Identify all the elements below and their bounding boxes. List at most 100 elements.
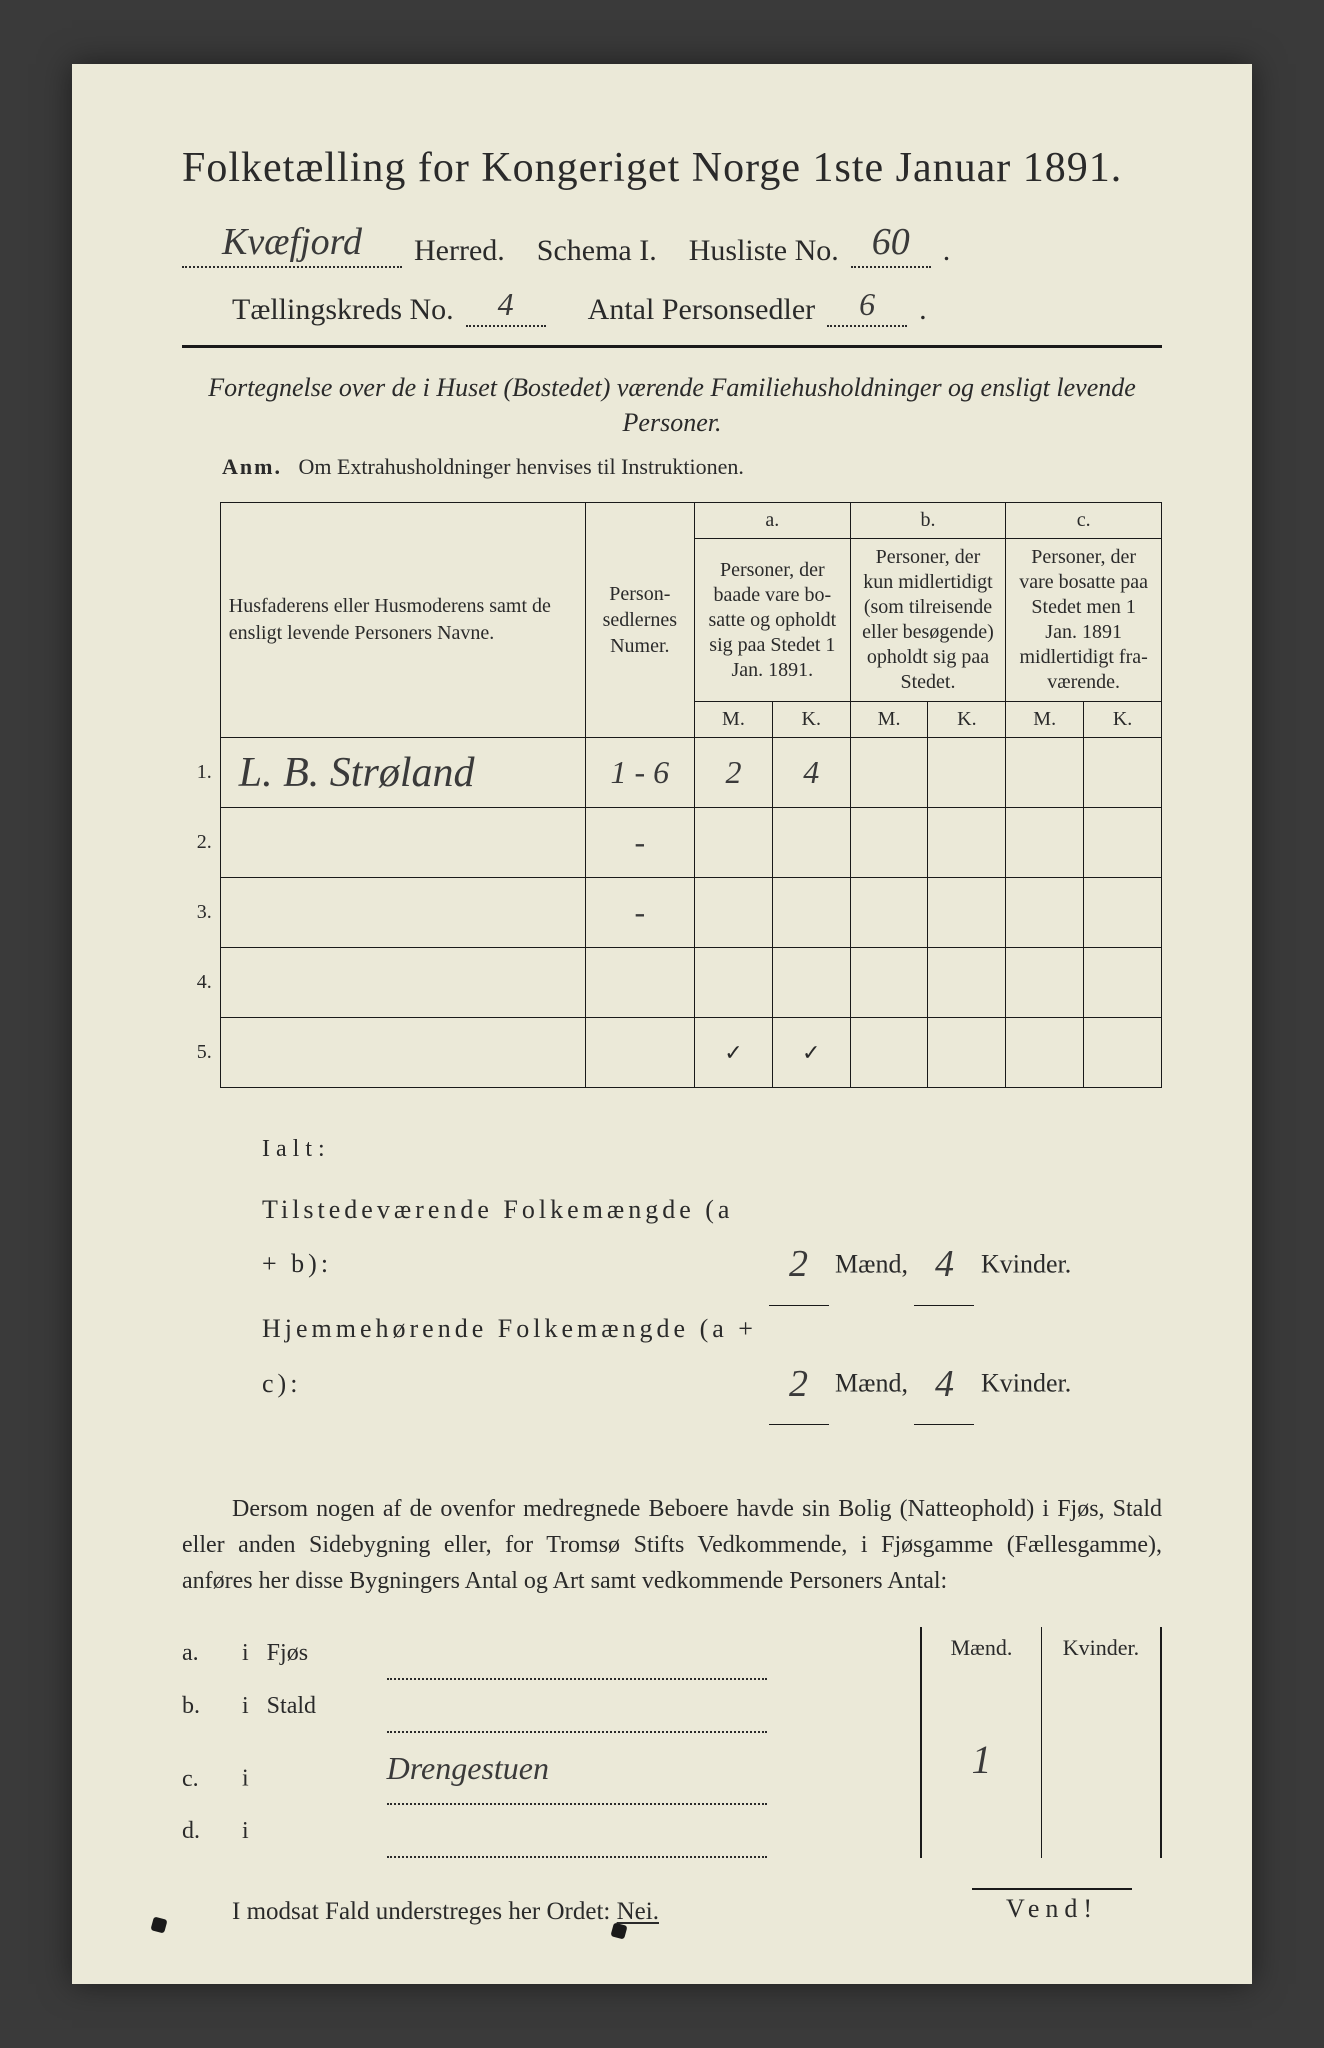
residence-row: a.i Fjøs: [182, 1627, 920, 1680]
row-name-hand: L. B. Strøland: [239, 750, 475, 796]
row-name-cell: [220, 878, 585, 948]
household-table: Husfaderens eller Husmode­rens samt de e…: [182, 502, 1162, 1088]
c-m-head: M.: [1006, 702, 1084, 738]
kvinder-label-2: Kvinder.: [981, 1369, 1071, 1398]
row-b-m: [850, 1018, 928, 1088]
row-b-m: [850, 808, 928, 878]
anm-text: Om Extrahusholdninger henvises til Instr…: [298, 454, 743, 479]
col-c-label: c.: [1006, 503, 1162, 539]
residence-mk-table: Mænd. 1 Kvinder.: [920, 1627, 1162, 1858]
a-k-head: K.: [772, 702, 850, 738]
row-c-k: [1084, 878, 1162, 948]
residence-rows: a.i Fjøsb.i Staldc.i Drengestuend.i: [182, 1627, 920, 1858]
col-b-desc: Personer, der kun midler­tidigt (som til…: [850, 539, 1006, 702]
row-numer: [585, 948, 694, 1018]
col-numer-head: Person­sedler­nes Numer.: [585, 503, 694, 738]
row-a-m: [695, 948, 773, 1018]
residence-block: a.i Fjøsb.i Staldc.i Drengestuend.i Mænd…: [182, 1627, 1162, 1858]
census-form-page: Folketælling for Kongeriget Norge 1ste J…: [72, 64, 1252, 1984]
antal-val: 6: [827, 286, 907, 327]
row-a-m: ✓: [695, 1018, 773, 1088]
row-c-m: [1006, 738, 1084, 808]
kvinder-label-1: Kvinder.: [981, 1249, 1071, 1278]
col-names-head: Husfaderens eller Husmode­rens samt de e…: [220, 503, 585, 738]
main-title: Folketælling for Kongeriget Norge 1ste J…: [182, 144, 1162, 192]
row-numer: -: [585, 878, 694, 948]
res-kvinder-col: Kvinder.: [1042, 1627, 1162, 1858]
row-c-m: [1006, 948, 1084, 1018]
totals-r2-m: 2: [769, 1345, 829, 1426]
row-a-k: 4: [772, 738, 850, 808]
names-head-text: Husfaderens eller Husmode­rens samt de e…: [229, 595, 551, 644]
herred-label: Herred.: [414, 234, 505, 268]
residence-row: d.i: [182, 1805, 920, 1858]
row-b-m: [850, 878, 928, 948]
table-row: 5.✓✓: [182, 1018, 1162, 1088]
row-c-k: [1084, 948, 1162, 1018]
nei-pre: I modsat Fald understreges her Ordet:: [232, 1898, 617, 1925]
res-key: c.: [182, 1753, 242, 1806]
row-numer-hand: -: [634, 894, 645, 930]
residence-row: c.i Drengestuen: [182, 1733, 920, 1805]
totals-label-1: Tilstedeværende Folkemængde (a + b):: [262, 1183, 762, 1292]
maend-label-2: Mænd,: [835, 1369, 908, 1398]
table-row: 4.: [182, 948, 1162, 1018]
res-kvinder-head: Kvinder.: [1042, 1627, 1160, 1669]
res-dotted-fill: Drengestuen: [387, 1733, 767, 1805]
row-b-k: [928, 948, 1006, 1018]
row-numer-hand: 1 - 6: [610, 754, 669, 790]
res-type: Stald: [267, 1680, 387, 1733]
row-number: 3.: [182, 878, 220, 948]
row-c-m: [1006, 878, 1084, 948]
row-b-m: [850, 738, 928, 808]
kreds-label: Tællingskreds No.: [232, 293, 454, 327]
row-c-m: [1006, 808, 1084, 878]
b-m-head: M.: [850, 702, 928, 738]
schema-label: Schema I.: [537, 234, 657, 268]
row-number: 5.: [182, 1018, 220, 1088]
row-a-m: [695, 878, 773, 948]
row-c-k: [1084, 738, 1162, 808]
res-maend-col: Mænd. 1: [922, 1627, 1042, 1858]
totals-row-2: Hjemmehørende Folkemængde (a + c): 2 Mæn…: [262, 1302, 1162, 1421]
header-line-2: Kvæfjord Herred. Schema I. Husliste No. …: [182, 220, 1162, 268]
period: .: [943, 234, 951, 268]
row-name-cell: [220, 1018, 585, 1088]
herred-handwritten: Kvæfjord: [182, 220, 402, 268]
totals-r1-k: 4: [914, 1225, 974, 1306]
subtitle: Fortegnelse over de i Huset (Bostedet) v…: [182, 370, 1162, 440]
res-maend-head: Mænd.: [922, 1627, 1041, 1669]
row-a-k: [772, 948, 850, 1018]
res-i: i: [242, 1693, 249, 1719]
residence-row: b.i Stald: [182, 1680, 920, 1733]
table-row: 3. -: [182, 878, 1162, 948]
row-c-k: [1084, 1018, 1162, 1088]
row-c-k: [1084, 808, 1162, 878]
c-k-head: K.: [1084, 702, 1162, 738]
divider-rule: [182, 345, 1162, 348]
table-row: 2.-: [182, 808, 1162, 878]
row-number: 2.: [182, 808, 220, 878]
header-line-3: Tællingskreds No. 4 Antal Personsedler 6…: [232, 286, 1162, 327]
res-key: d.: [182, 1805, 242, 1858]
row-numer: [585, 1018, 694, 1088]
res-kvinder-val: [1042, 1669, 1160, 1849]
row-a-k: [772, 878, 850, 948]
period2: .: [919, 293, 927, 327]
totals-r2-k: 4: [914, 1345, 974, 1426]
res-key: a.: [182, 1627, 242, 1680]
row-b-k: [928, 878, 1006, 948]
col-b-label: b.: [850, 503, 1006, 539]
res-dotted-fill: [387, 1856, 767, 1858]
corner-mark-left: [150, 1916, 167, 1933]
ialt-label: Ialt:: [262, 1124, 1162, 1174]
husliste-no: 60: [851, 220, 931, 268]
row-name-cell: [220, 808, 585, 878]
res-key: b.: [182, 1680, 242, 1733]
res-i: i: [242, 1766, 249, 1792]
row-b-k: [928, 808, 1006, 878]
totals-row-1: Tilstedeværende Folkemængde (a + b): 2 M…: [262, 1183, 1162, 1302]
row-c-m: [1006, 1018, 1084, 1088]
totals-label-2: Hjemmehørende Folkemængde (a + c):: [262, 1302, 762, 1411]
totals-block: Ialt: Tilstedeværende Folkemængde (a + b…: [262, 1124, 1162, 1421]
